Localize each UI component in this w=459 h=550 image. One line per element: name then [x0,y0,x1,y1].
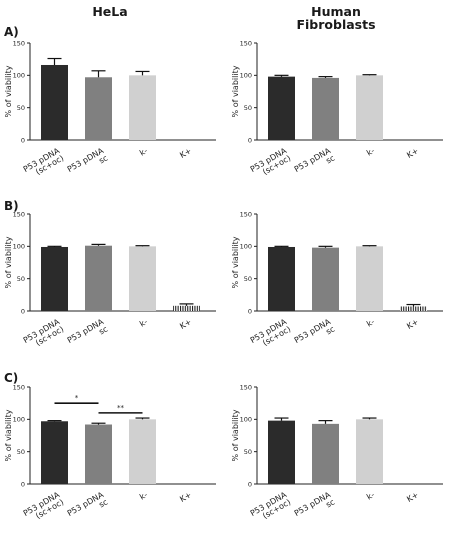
x-tick-label: k- [138,490,149,502]
y-tick-label: 100 [13,72,25,80]
y-tick-label: 150 [240,383,252,391]
chart-A-Fibroblasts: % of viability 0 50 100 150 P53 pDNA(sc+oc) P5… [231,39,443,181]
bar [41,421,68,484]
bar [312,247,339,311]
x-tick-label: K+ [178,146,193,160]
x-tick-label: P53 pDNAsc [66,146,110,181]
row-label: C) [4,371,18,385]
bar [129,75,156,140]
y-tick-label: 50 [244,448,252,456]
y-tick-label: 100 [13,243,25,251]
bar [400,306,427,311]
x-tick-label: P53 pDNAsc [293,146,337,181]
y-tick-label: 150 [13,383,25,391]
x-tick-label: P53 pDNA(sc+oc) [22,490,66,525]
bar [85,77,112,140]
bar [268,76,295,140]
y-tick-label: 100 [240,416,252,424]
y-tick-label: 50 [244,275,252,283]
x-tick-label: k- [138,146,149,158]
significance-label: ** [117,404,125,412]
bar [41,246,68,311]
y-axis-label: % of viability [4,236,13,288]
chart-C-Fibroblasts: % of viability 0 50 100 150 P53 pDNA(sc+oc) P5… [231,383,443,525]
y-tick-label: 0 [21,307,25,315]
x-tick-label: K+ [405,317,420,331]
bar [85,424,112,484]
row-labels: A) B) C) [4,25,19,385]
y-tick-label: 0 [21,480,25,488]
bar [312,77,339,140]
y-tick-label: 100 [240,243,252,251]
y-tick-label: 50 [244,104,252,112]
x-tick-label: K+ [178,317,193,331]
column-title: Fibroblasts [296,17,375,32]
bar [173,305,200,311]
x-tick-label: P53 pDNAsc [66,490,110,525]
y-tick-label: 150 [240,39,252,47]
significance-label: * [75,394,79,402]
bar [41,64,68,140]
chart-A-HeLa: % of viability 0 50 100 150 P53 pDNA(sc+oc) P5… [4,39,216,181]
bar [356,419,383,484]
y-axis-label: % of viability [231,65,240,117]
y-axis-label: % of viability [4,65,13,117]
row-label: A) [4,25,19,39]
bar [356,246,383,311]
y-tick-label: 100 [13,416,25,424]
bar [129,246,156,311]
y-tick-label: 0 [248,307,252,315]
bar [356,75,383,140]
row-label: B) [4,199,19,213]
bar [268,420,295,484]
y-tick-label: 0 [21,136,25,144]
x-tick-label: k- [365,146,376,158]
column-title: HeLa [92,4,127,19]
bar [129,419,156,484]
y-tick-label: 0 [248,136,252,144]
x-tick-label: k- [365,490,376,502]
x-tick-label: P53 pDNA(sc+oc) [22,146,66,181]
x-tick-label: K+ [178,490,193,504]
y-axis-label: % of viability [231,236,240,288]
x-tick-label: P53 pDNA(sc+oc) [249,146,293,181]
column-title: Human [311,4,361,19]
chart-C-HeLa: % of viability 0 50 100 150 P53 pDNA(sc+oc) P5… [4,383,216,525]
x-tick-label: P53 pDNAsc [66,317,110,352]
chart-B-Fibroblasts: % of viability 0 50 100 150 P53 pDNA(sc+oc) P5… [231,210,443,352]
x-tick-label: P53 pDNAsc [293,317,337,352]
x-tick-label: K+ [405,490,420,504]
x-tick-label: P53 pDNA(sc+oc) [22,317,66,352]
y-axis-label: % of viability [231,409,240,461]
x-tick-label: P53 pDNAsc [293,490,337,525]
x-tick-label: k- [365,317,376,329]
bar [268,246,295,311]
x-tick-label: k- [138,317,149,329]
y-tick-label: 50 [17,448,25,456]
bar [312,423,339,484]
y-tick-label: 50 [17,104,25,112]
bar [85,245,112,311]
y-tick-label: 150 [240,210,252,218]
y-tick-label: 0 [248,480,252,488]
x-tick-label: K+ [405,146,420,160]
x-tick-label: P53 pDNA(sc+oc) [249,490,293,525]
chart-B-HeLa: % of viability 0 50 100 150 P53 pDNA(sc+oc) P5… [4,210,216,352]
x-tick-label: P53 pDNA(sc+oc) [249,317,293,352]
y-tick-label: 50 [17,275,25,283]
y-tick-label: 100 [240,72,252,80]
y-tick-label: 150 [13,210,25,218]
y-tick-label: 150 [13,39,25,47]
y-axis-label: % of viability [4,409,13,461]
